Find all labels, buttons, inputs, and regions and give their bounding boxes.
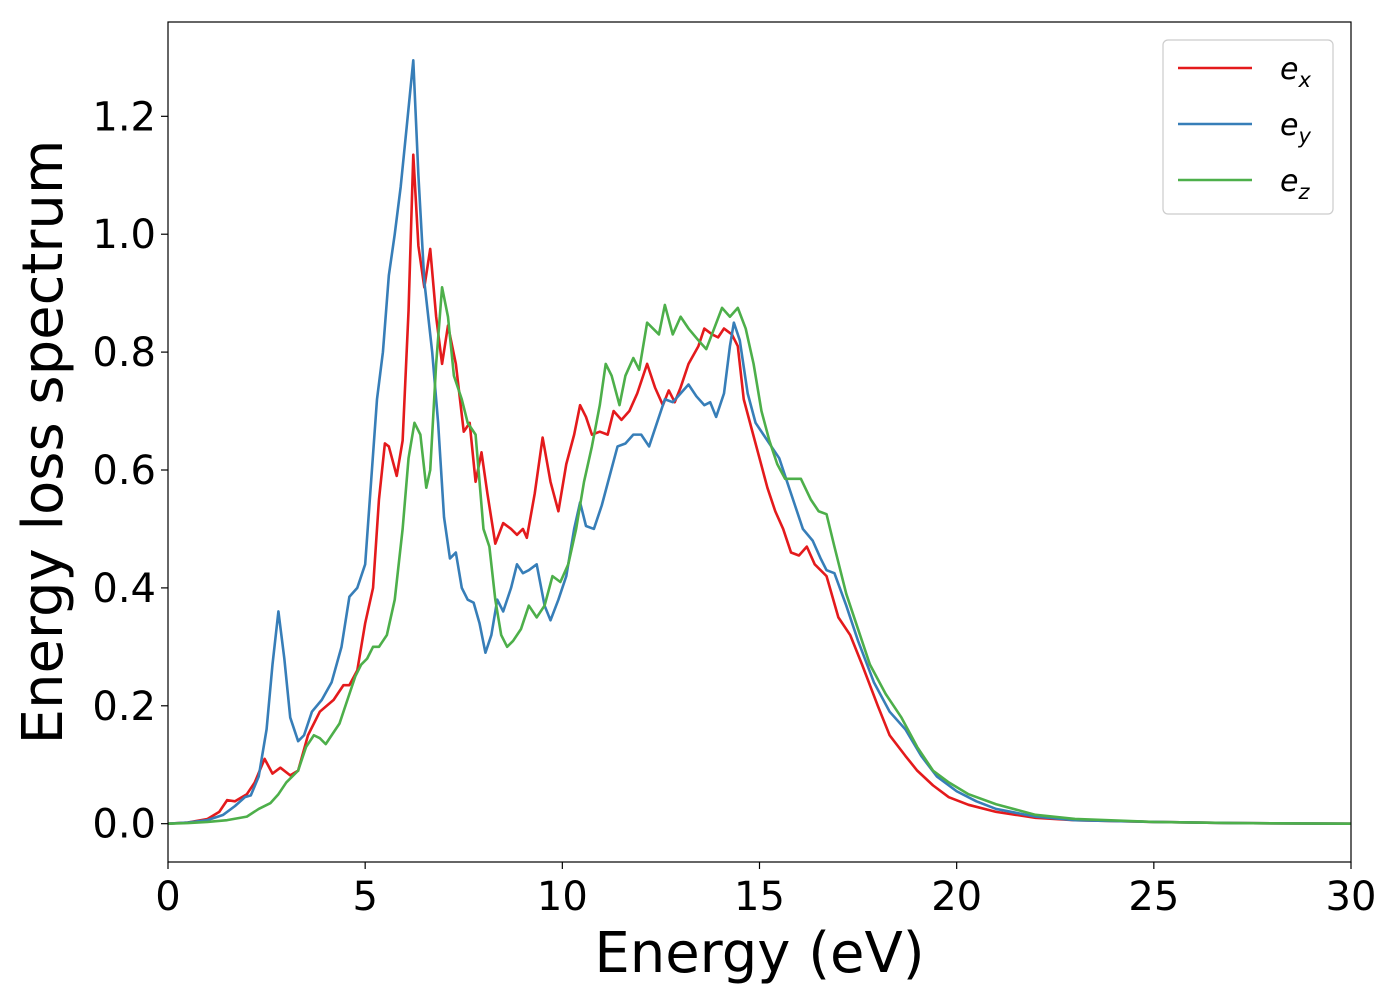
x-tick-label: 20 (931, 874, 982, 920)
legend-label-x: ex (1280, 52, 1311, 92)
x-tick-label: 25 (1128, 874, 1179, 920)
y-tick-label: 0.2 (92, 684, 156, 730)
series-layer (167, 59, 1352, 825)
x-tick-label: 10 (537, 874, 588, 920)
series-line-x (167, 153, 1352, 825)
legend-label-main: e (1280, 52, 1298, 87)
y-tick-label: 0.4 (92, 566, 156, 612)
legend-label-sub: z (1297, 180, 1310, 204)
legend-box (1162, 39, 1334, 215)
y-axis-label: Energy loss spectrum (11, 140, 76, 745)
y-tick-label: 1.0 (92, 212, 156, 258)
y-tick-label: 0.8 (92, 330, 156, 376)
legend-label-z: ez (1280, 164, 1310, 204)
legend-label-sub: y (1297, 124, 1311, 148)
series-line-z (167, 285, 1352, 825)
y-tick-label: 0.6 (92, 448, 156, 494)
x-tick-label: 30 (1326, 874, 1377, 920)
x-axis: 0 5 10 15 20 25 30 (155, 862, 1376, 920)
y-tick-label: 0.0 (92, 802, 156, 848)
x-tick-label: 0 (155, 874, 180, 920)
y-tick-label: 1.2 (92, 94, 156, 140)
legend-label-main: e (1280, 108, 1298, 143)
series-line-y (167, 59, 1352, 825)
x-tick-label: 5 (352, 874, 377, 920)
legend-label-main: e (1280, 164, 1298, 199)
legend-label-y: ey (1280, 108, 1311, 148)
x-axis-label: Energy (eV) (594, 921, 924, 986)
y-axis: 0.0 0.2 0.4 0.6 0.8 1.0 1.2 (92, 94, 168, 848)
x-tick-label: 15 (734, 874, 785, 920)
legend-label-sub: x (1297, 68, 1311, 92)
